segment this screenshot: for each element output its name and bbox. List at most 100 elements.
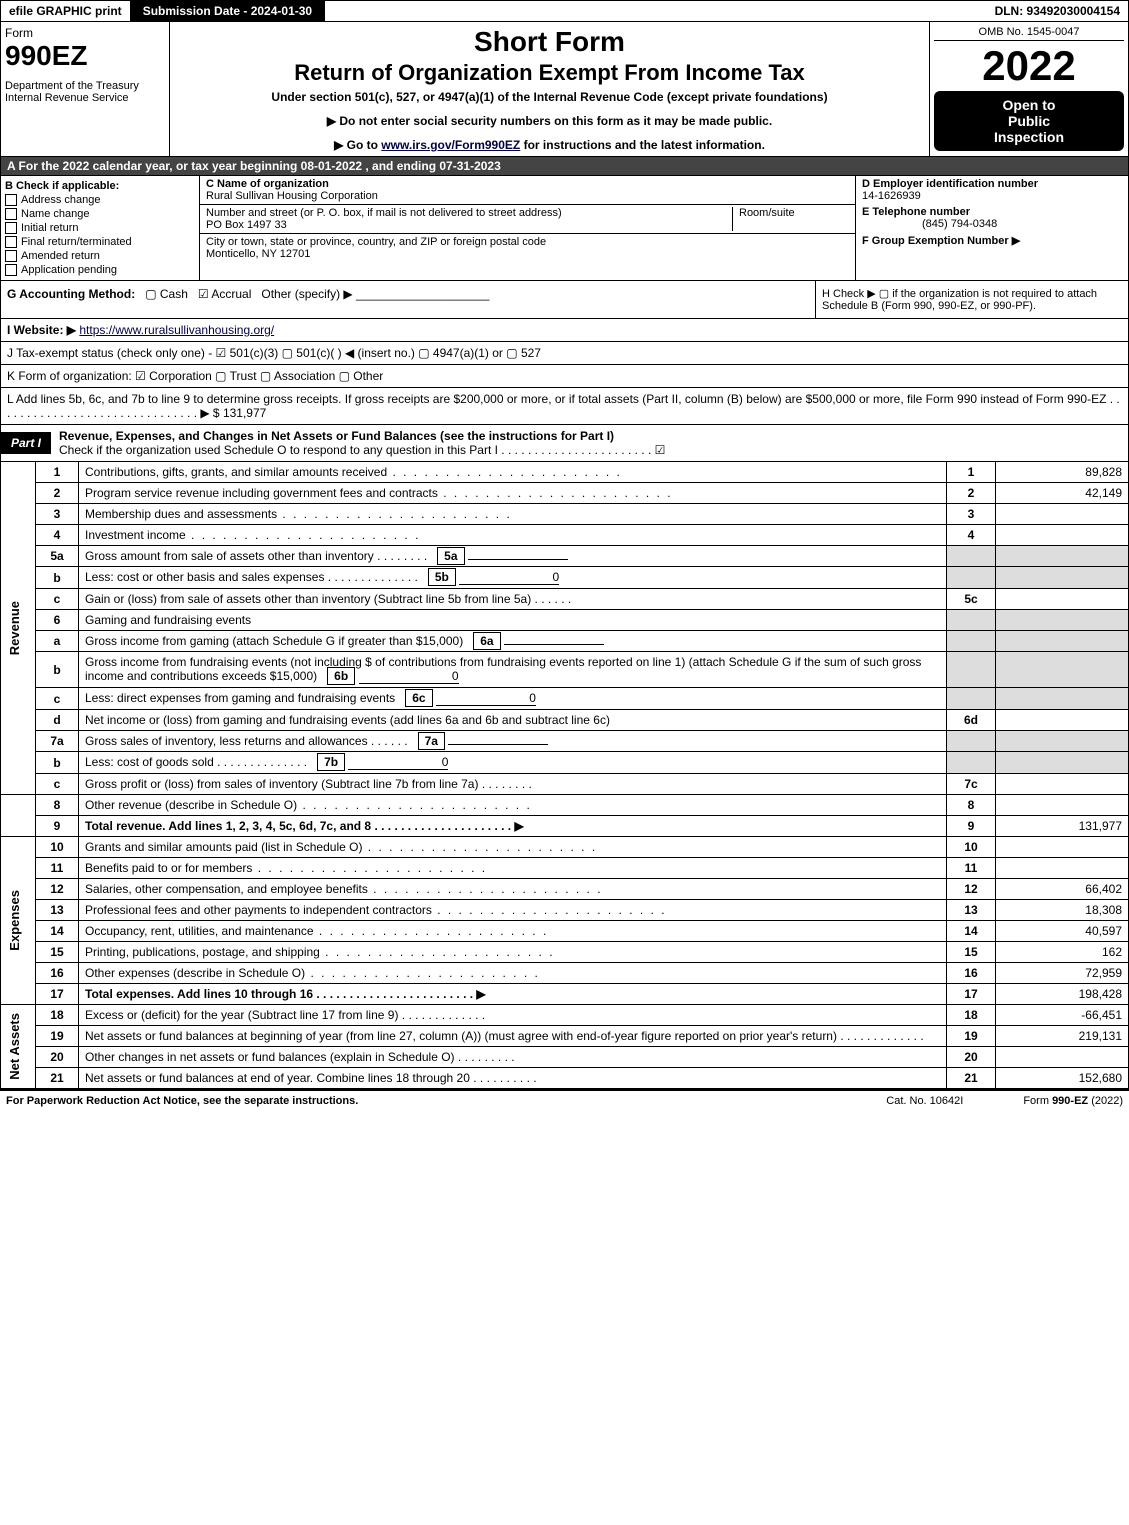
info-block: B Check if applicable: Address change Na… <box>0 176 1129 281</box>
instruction-2: ▶ Go to www.irs.gov/Form990EZ for instru… <box>176 138 923 152</box>
return-subtitle: Under section 501(c), 527, or 4947(a)(1)… <box>176 90 923 104</box>
org-name: Rural Sullivan Housing Corporation <box>206 190 378 202</box>
section-h: H Check ▶ ▢ if the organization is not r… <box>815 281 1128 318</box>
part1-label: Part I <box>1 432 51 454</box>
row-9: 9 Total revenue. Add lines 1, 2, 3, 4, 5… <box>1 816 1129 837</box>
submission-date: Submission Date - 2024-01-30 <box>131 1 325 21</box>
return-title: Return of Organization Exempt From Incom… <box>176 60 923 86</box>
part1-header: Part I Revenue, Expenses, and Changes in… <box>0 425 1129 462</box>
row-g-h: G Accounting Method: ▢ Cash ☑ Accrual Ot… <box>0 281 1129 319</box>
irs-link[interactable]: www.irs.gov/Form990EZ <box>381 138 520 152</box>
row-16: 16Other expenses (describe in Schedule O… <box>1 963 1129 984</box>
section-i: I Website: ▶ https://www.ruralsullivanho… <box>0 319 1129 342</box>
e-phone-label: E Telephone number <box>862 206 970 218</box>
amt-9: 131,977 <box>996 816 1129 837</box>
section-j: J Tax-exempt status (check only one) - ☑… <box>0 342 1129 365</box>
row-8: 8 Other revenue (describe in Schedule O)… <box>1 795 1129 816</box>
row-13: 13Professional fees and other payments t… <box>1 900 1129 921</box>
chk-name-change[interactable]: Name change <box>5 208 195 220</box>
d-ein-label: D Employer identification number <box>862 178 1038 190</box>
side-netassets: Net Assets <box>7 1013 22 1080</box>
row-6c: c Less: direct expenses from gaming and … <box>1 688 1129 710</box>
row-18: Net Assets 18 Excess or (deficit) for th… <box>1 1005 1129 1026</box>
b-title: B Check if applicable: <box>5 180 195 192</box>
footer-mid: Cat. No. 10642I <box>886 1095 963 1107</box>
instruction-1: ▶ Do not enter social security numbers o… <box>176 114 923 128</box>
header-center: Short Form Return of Organization Exempt… <box>170 22 930 156</box>
open-line3: Inspection <box>938 129 1120 145</box>
dln-label: DLN: 93492030004154 <box>987 1 1128 21</box>
row-6: 6 Gaming and fundraising events <box>1 610 1129 631</box>
row-3: 3 Membership dues and assessments 3 <box>1 504 1129 525</box>
amt-15: 162 <box>996 942 1129 963</box>
chk-initial-return[interactable]: Initial return <box>5 222 195 234</box>
room-label: Room/suite <box>739 207 795 219</box>
form-header: Form 990EZ Department of the Treasury In… <box>0 22 1129 157</box>
amt-13: 18,308 <box>996 900 1129 921</box>
row-11: 11Benefits paid to or for members11 <box>1 858 1129 879</box>
street-label: Number and street (or P. O. box, if mail… <box>206 207 562 219</box>
side-revenue: Revenue <box>7 601 22 655</box>
amt-14: 40,597 <box>996 921 1129 942</box>
amt-17: 198,428 <box>996 984 1129 1005</box>
row-6b: b Gross income from fundraising events (… <box>1 652 1129 688</box>
row-12: 12Salaries, other compensation, and empl… <box>1 879 1129 900</box>
row-15: 15Printing, publications, postage, and s… <box>1 942 1129 963</box>
i-label: I Website: ▶ <box>7 323 76 337</box>
website-link[interactable]: https://www.ruralsullivanhousing.org/ <box>79 323 274 337</box>
amt-1: 89,828 <box>996 462 1129 483</box>
chk-application-pending[interactable]: Application pending <box>5 264 195 276</box>
chk-address-change[interactable]: Address change <box>5 194 195 206</box>
form-word: Form <box>5 26 165 40</box>
row-17: 17Total expenses. Add lines 10 through 1… <box>1 984 1129 1005</box>
ein-value: 14-1626939 <box>862 190 921 202</box>
row-6d: d Net income or (loss) from gaming and f… <box>1 710 1129 731</box>
row-14: 14Occupancy, rent, utilities, and mainte… <box>1 921 1129 942</box>
open-line2: Public <box>938 113 1120 129</box>
footer-right: Form 990-EZ (2022) <box>1023 1095 1123 1107</box>
row-21: 21Net assets or fund balances at end of … <box>1 1068 1129 1089</box>
amt-12: 66,402 <box>996 879 1129 900</box>
city-value: Monticello, NY 12701 <box>206 248 310 260</box>
efile-label: efile GRAPHIC print <box>1 1 131 21</box>
phone-value: (845) 794-0348 <box>862 218 997 230</box>
row-5a: 5a Gross amount from sale of assets othe… <box>1 546 1129 567</box>
section-g: G Accounting Method: ▢ Cash ☑ Accrual Ot… <box>1 281 815 318</box>
footer-left: For Paperwork Reduction Act Notice, see … <box>6 1095 358 1107</box>
row-1: Revenue 1 Contributions, gifts, grants, … <box>1 462 1129 483</box>
amt-16: 72,959 <box>996 963 1129 984</box>
section-l: L Add lines 5b, 6c, and 7b to line 9 to … <box>0 388 1129 425</box>
f-group-label: F Group Exemption Number ▶ <box>862 235 1020 247</box>
row-20: 20Other changes in net assets or fund ba… <box>1 1047 1129 1068</box>
amt-21: 152,680 <box>996 1068 1129 1089</box>
row-5c: c Gain or (loss) from sale of assets oth… <box>1 589 1129 610</box>
section-k: K Form of organization: ☑ Corporation ▢ … <box>0 365 1129 388</box>
chk-final-return[interactable]: Final return/terminated <box>5 236 195 248</box>
section-a: A For the 2022 calendar year, or tax yea… <box>0 157 1129 176</box>
chk-amended-return[interactable]: Amended return <box>5 250 195 262</box>
city-label: City or town, state or province, country… <box>206 236 546 248</box>
row-19: 19Net assets or fund balances at beginni… <box>1 1026 1129 1047</box>
irs-label: Internal Revenue Service <box>5 92 165 104</box>
row-7b: b Less: cost of goods sold . . . . . . .… <box>1 752 1129 774</box>
g-label: G Accounting Method: <box>7 287 135 301</box>
department: Department of the Treasury <box>5 80 165 92</box>
section-c: C Name of organization Rural Sullivan Ho… <box>200 176 856 280</box>
section-def: D Employer identification number 14-1626… <box>856 176 1128 280</box>
short-form-title: Short Form <box>176 26 923 58</box>
omb-number: OMB No. 1545-0047 <box>934 26 1124 41</box>
form-number: 990EZ <box>5 40 165 72</box>
part1-table: Revenue 1 Contributions, gifts, grants, … <box>0 462 1129 1089</box>
amt-18: -66,451 <box>996 1005 1129 1026</box>
row-6a: a Gross income from gaming (attach Sched… <box>1 631 1129 652</box>
row-5b: b Less: cost or other basis and sales ex… <box>1 567 1129 589</box>
street-value: PO Box 1497 33 <box>206 219 287 231</box>
row-2: 2 Program service revenue including gove… <box>1 483 1129 504</box>
top-bar: efile GRAPHIC print Submission Date - 20… <box>0 0 1129 22</box>
open-to-public-badge: Open to Public Inspection <box>934 91 1124 151</box>
row-7c: c Gross profit or (loss) from sales of i… <box>1 774 1129 795</box>
row-10: Expenses 10 Grants and similar amounts p… <box>1 837 1129 858</box>
c-name-label: C Name of organization <box>206 178 329 190</box>
part1-title: Revenue, Expenses, and Changes in Net As… <box>51 425 673 461</box>
side-expenses: Expenses <box>7 890 22 951</box>
